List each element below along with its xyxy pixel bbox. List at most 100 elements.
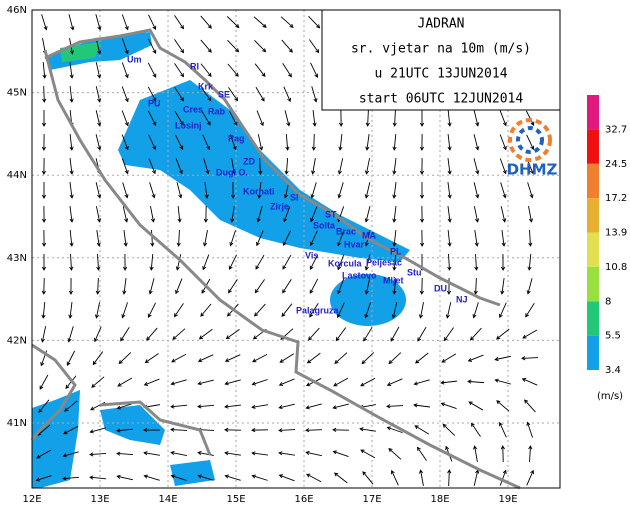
wind-arrow: [282, 254, 292, 270]
wind-arrow: [392, 229, 397, 247]
wind-arrow: [94, 326, 102, 343]
wind-arrow: [332, 427, 350, 432]
wind-arrow: [413, 403, 430, 408]
shade: [330, 274, 406, 326]
wind-arrow: [386, 404, 404, 409]
wind-arrow: [147, 38, 157, 54]
wind-arrow: [230, 206, 235, 223]
shade: [170, 460, 215, 486]
legend-swatch: [587, 232, 599, 267]
wind-arrow: [95, 14, 102, 31]
place-label: Palagruza: [296, 305, 340, 315]
wind-arrow: [388, 448, 402, 460]
wind-arrow: [310, 182, 317, 199]
wind-arrow: [526, 278, 533, 295]
wind-arrow: [337, 278, 345, 295]
wind-arrow: [122, 182, 129, 199]
wind-arrow: [419, 157, 425, 175]
wind-arrow: [198, 328, 213, 340]
wind-arrow: [170, 474, 187, 481]
wind-arrow: [200, 87, 212, 102]
title-line: start 06UTC 12JUN2014: [359, 92, 524, 107]
place-label: PU: [148, 98, 161, 108]
place-label: Pag: [228, 133, 245, 143]
wind-arrow: [500, 445, 505, 463]
wind-arrow: [95, 277, 100, 295]
wind-arrow: [390, 469, 399, 486]
wind-arrow: [41, 157, 47, 175]
wind-arrow: [150, 206, 156, 223]
wind-arrows: [35, 14, 539, 487]
wind-arrow: [419, 109, 425, 127]
place-label: Krk: [198, 81, 214, 91]
wind-arrow: [69, 85, 74, 103]
place-label: PL: [390, 246, 402, 256]
logo-text: DHMZ: [507, 161, 558, 179]
wind-arrow: [278, 378, 295, 386]
place-label: MA: [362, 230, 376, 240]
wind-arrow: [306, 352, 321, 364]
wind-arrow: [334, 352, 348, 364]
wind-arrow: [468, 401, 484, 411]
wind-arrow: [118, 352, 132, 365]
wind-arrow: [69, 182, 74, 199]
wind-arrow: [123, 230, 128, 247]
wind-arrow: [170, 450, 187, 456]
coast: [44, 28, 501, 307]
wind-arrow: [311, 158, 316, 175]
wind-arrow: [467, 379, 485, 384]
wind-arrow: [362, 471, 374, 485]
wind-arrow: [311, 86, 318, 103]
lat-label: 41N: [7, 418, 27, 429]
wind-arrow: [226, 16, 240, 29]
wind-arrow: [202, 254, 210, 271]
wind-arrow: [148, 14, 157, 31]
lat-label: 42N: [7, 335, 27, 346]
coast: [43, 49, 521, 490]
wind-arrow: [121, 62, 129, 79]
wind-arrow: [36, 449, 52, 459]
wind-arrow: [312, 110, 317, 127]
wind-arrow: [258, 157, 263, 175]
wind-arrow: [255, 86, 265, 102]
wind-arrow: [305, 403, 322, 410]
wind-arrow: [392, 133, 397, 151]
wind-arrow: [197, 474, 214, 481]
wind-arrow: [282, 230, 291, 247]
wind-arrow: [64, 400, 78, 412]
wind-arrow: [256, 206, 263, 223]
place-label: Stu: [407, 267, 422, 277]
wind-arrow: [256, 230, 264, 247]
wind-arrow: [255, 254, 265, 270]
wind-arrow: [364, 182, 371, 199]
wind-arrow: [521, 378, 538, 386]
wind-arrow: [392, 109, 397, 127]
wind-arrow: [121, 134, 129, 151]
wind-arrow: [524, 399, 536, 413]
wind-arrow: [41, 109, 47, 127]
wind-arrow: [95, 182, 102, 199]
wind-arrow: [499, 110, 507, 127]
wind-arrow: [175, 158, 183, 175]
legend-swatch: [587, 95, 599, 130]
wind-arrow: [494, 378, 511, 385]
wind-arrow: [283, 86, 291, 103]
wind-arrow: [473, 206, 480, 223]
wind-arrow: [337, 158, 344, 175]
wind-arrow: [309, 278, 319, 294]
wind-arrow: [338, 134, 343, 151]
wind-arrow: [252, 353, 268, 363]
logo-mark: [508, 118, 552, 162]
legend-label: 5.5: [605, 331, 621, 342]
wind-arrow: [473, 134, 480, 151]
wind-arrow: [528, 206, 534, 223]
wind-arrow: [364, 206, 371, 223]
wind-arrow: [67, 326, 74, 343]
title-box: [321, 9, 561, 111]
wind-arrow: [62, 476, 80, 481]
place-label: Mljet: [383, 275, 404, 285]
wind-arrow: [121, 38, 129, 55]
legend-unit: (m/s): [597, 391, 623, 402]
wind-arrow: [307, 327, 320, 341]
